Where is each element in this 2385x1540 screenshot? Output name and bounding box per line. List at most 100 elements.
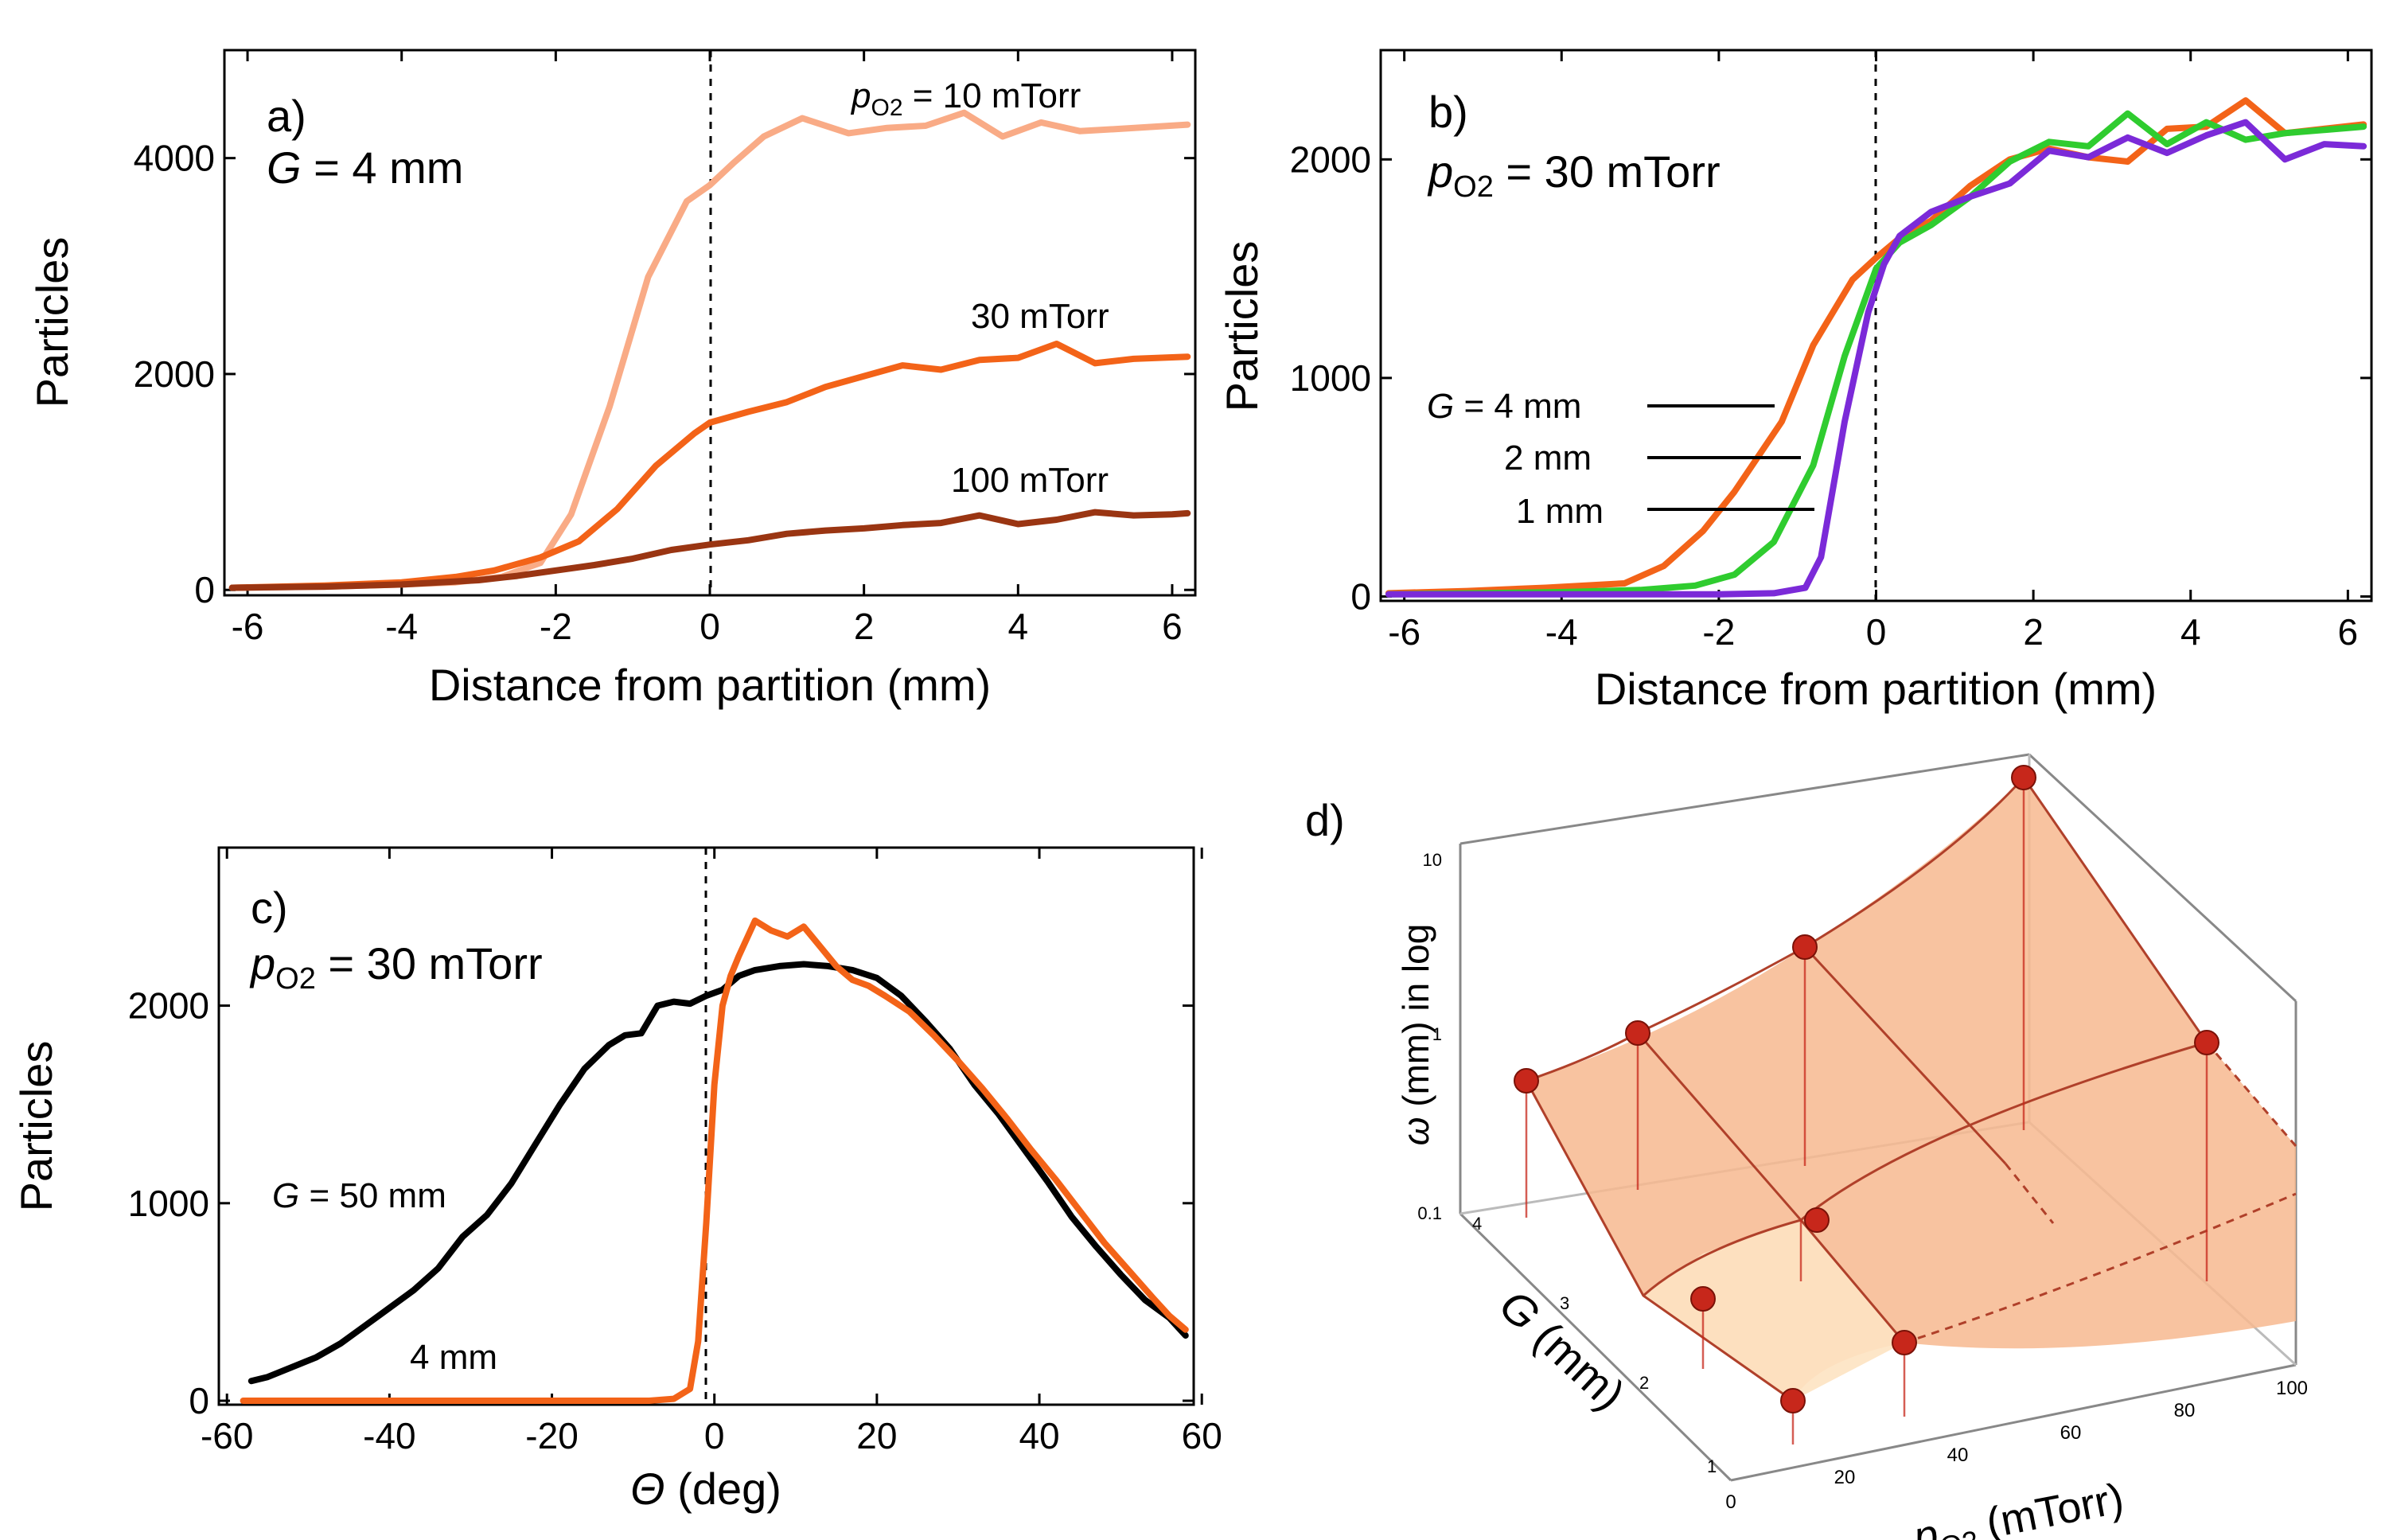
tick-group: -6 -4 -2 0 2 4 6 0 1000 2000 — [1290, 50, 2371, 653]
panel-annotation: G = 4 mm — [267, 142, 463, 193]
x-tick-label: 20 — [1834, 1467, 1856, 1488]
grid-curve-dashed — [2004, 1163, 2055, 1224]
x-tick-label: 0 — [704, 1415, 725, 1456]
x-tick-label: -6 — [232, 606, 264, 647]
surface-lower-patch — [1643, 1220, 1904, 1401]
y-tick-label: 4000 — [134, 138, 215, 179]
z-tick-label: 0.1 — [1417, 1203, 1442, 1223]
grid-curve — [1643, 1041, 2208, 1297]
x-tick-label: 20 — [856, 1415, 897, 1456]
grid-curve — [2022, 777, 2208, 1043]
x-tick-label: 4 — [1008, 606, 1029, 647]
grid-curve — [1526, 776, 2025, 1082]
box-edge — [1459, 753, 2030, 845]
box-edge — [2028, 753, 2297, 1003]
panel-d: d) — [1305, 753, 2308, 1540]
x-axis-label: Distance from partition (mm) — [429, 660, 991, 710]
x-axis-label: Distance from partition (mm) — [1595, 664, 2157, 714]
box-edge — [1459, 1212, 1732, 1482]
series-line-G2 — [1385, 110, 2367, 598]
panel-b: -6 -4 -2 0 2 4 6 0 1000 2000 b) pO2 = 30 mTorr G … — [1217, 49, 2373, 714]
series-line-p100 — [228, 509, 1191, 591]
series-label-p30: 30 mTorr — [971, 297, 1109, 336]
x-tick-label: 2 — [2023, 611, 2044, 653]
tick-group: -6 -4 -2 0 2 4 6 0 2000 4000 — [134, 50, 1195, 647]
series-line-p30 — [228, 341, 1191, 591]
x-tick-label: 80 — [2174, 1400, 2196, 1421]
data-node — [1780, 1388, 1806, 1413]
series-label-g4: G = 4 mm — [1427, 387, 1581, 426]
data-node — [1892, 1330, 1917, 1355]
panel-label: c) — [251, 883, 288, 933]
series-group — [1385, 97, 2367, 598]
y-axis-label: Particles — [27, 237, 77, 408]
y-tick-label: 0 — [1350, 576, 1371, 618]
data-node — [1514, 1068, 1539, 1094]
x-tick-label: 2 — [854, 606, 875, 647]
panel-annotation: pO2 = 30 mTorr — [1427, 146, 1721, 204]
series-label-g50: G = 50 mm — [272, 1176, 446, 1215]
y-tick-label: 1000 — [128, 1183, 209, 1224]
x-tick-label: 100 — [2276, 1378, 2308, 1399]
x-tick-label: 0 — [700, 606, 720, 647]
data-nodes — [1514, 765, 2219, 1413]
series-label-p100: 100 mTorr — [951, 461, 1109, 500]
y-axis-label: Particles — [1217, 241, 1267, 412]
y-tick-label: 3 — [1560, 1293, 1569, 1313]
data-node — [1690, 1286, 1716, 1312]
x-tick-label: 0 — [1866, 611, 1887, 653]
data-node — [2011, 765, 2036, 790]
panel-c: -60 -40 -20 0 20 40 60 0 1000 2000 c) pO2 = 30 mT… — [11, 846, 1222, 1514]
x-tick-label: 40 — [1019, 1415, 1059, 1456]
series-line-G1 — [1385, 119, 2367, 598]
y-tick-label: 0 — [189, 1380, 209, 1421]
y-tick-label: 4 — [1472, 1214, 1482, 1234]
series-label-p10: pO2 = 10 mTorr — [850, 76, 1081, 121]
x-ticks: 0 20 40 60 80 100 — [1725, 1378, 2308, 1513]
x-axis-label: Θ (deg) — [630, 1464, 781, 1514]
x-tick-label: -6 — [1388, 611, 1420, 653]
x-tick-label: 6 — [1162, 606, 1183, 647]
tick-group: -60 -40 -20 0 20 40 60 0 1000 2000 — [128, 848, 1222, 1456]
y-tick-label: 2000 — [1290, 138, 1371, 180]
x-tick-label: -60 — [201, 1415, 253, 1456]
z-axis-label: ω (mm) in log — [1395, 924, 1436, 1146]
data-node — [1792, 934, 1818, 960]
y-tick-label: 2000 — [128, 985, 209, 1027]
box-edge — [1730, 1363, 2297, 1482]
series-group — [228, 109, 1191, 591]
series-label-g1: 1 mm — [1516, 492, 1604, 531]
y-tick-label: 0 — [194, 569, 215, 610]
panel-a: -6 -4 -2 0 2 4 6 0 2000 4000 a) G = 4 mm pO2 = 10… — [27, 49, 1197, 710]
y-tick-label: 1000 — [1290, 357, 1371, 399]
data-node — [1804, 1207, 1830, 1233]
y-ticks: 1 2 3 4 — [1472, 1214, 1717, 1476]
x-tick-label: -20 — [525, 1415, 578, 1456]
data-node — [2194, 1030, 2219, 1055]
grid-curve-dashed — [1904, 1192, 2297, 1344]
x-tick-label: 4 — [2180, 611, 2201, 653]
x-tick-label: -2 — [540, 606, 572, 647]
y-tick-label: 2 — [1639, 1373, 1649, 1393]
y-tick-label: 1 — [1707, 1456, 1717, 1476]
x-tick-label: -2 — [1702, 611, 1735, 653]
data-node — [1625, 1020, 1650, 1046]
x-tick-label: 6 — [2338, 611, 2359, 653]
series-group — [240, 917, 1189, 1404]
z-ticks: 0.1 1 10 — [1417, 850, 1442, 1223]
z-tick-label: 1 — [1432, 1024, 1442, 1044]
series-label-g4c: 4 mm — [410, 1338, 497, 1377]
series-label-g2: 2 mm — [1504, 439, 1592, 478]
x-tick-label: 60 — [1182, 1415, 1222, 1456]
z-tick-label: 10 — [1423, 850, 1442, 870]
x-tick-label: -4 — [385, 606, 418, 647]
panel-label: a) — [267, 91, 306, 141]
y-axis-label: Particles — [11, 1041, 61, 1212]
x-tick-label: 60 — [2060, 1422, 2082, 1444]
grid-curve — [1803, 945, 2007, 1165]
x-tick-label: -40 — [363, 1415, 415, 1456]
panel-label: b) — [1428, 87, 1468, 137]
surface-grid — [1525, 776, 2297, 1402]
y-tick-label: 2000 — [134, 353, 215, 395]
